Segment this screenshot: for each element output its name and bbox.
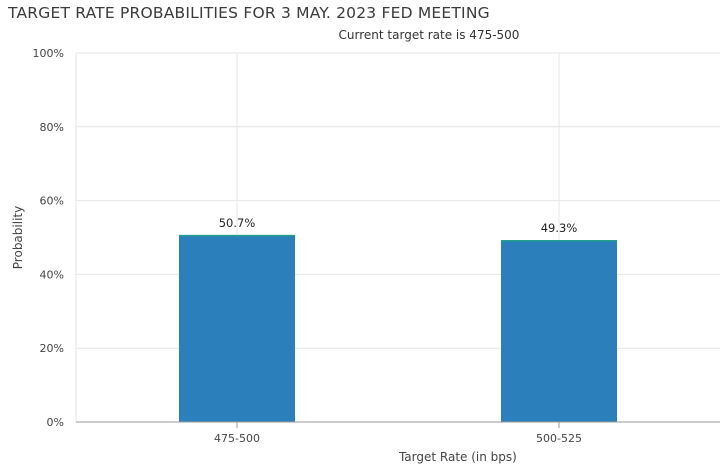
y-axis-ticks: 0% 20% 40% 60% 80% 100% bbox=[33, 47, 64, 429]
chart-subtitle: Current target rate is 475-500 bbox=[338, 28, 520, 42]
x-tick-label: 475-500 bbox=[214, 432, 260, 445]
bar-top-edge bbox=[179, 234, 295, 237]
y-tick-label: 60% bbox=[40, 195, 64, 208]
y-axis-title: Probability bbox=[11, 206, 25, 269]
bar-500-525 bbox=[501, 240, 617, 422]
y-tick-label: 100% bbox=[33, 47, 64, 60]
data-labels: 50.7% 49.3% bbox=[219, 216, 578, 235]
bars bbox=[179, 234, 617, 422]
y-tick-label: 20% bbox=[40, 342, 64, 355]
y-tick-label: 0% bbox=[47, 416, 64, 429]
y-tick-label: 40% bbox=[40, 268, 64, 281]
x-axis-title: Target Rate (in bps) bbox=[398, 450, 517, 464]
data-label-475-500: 50.7% bbox=[219, 216, 256, 230]
chart-title: TARGET RATE PROBABILITIES FOR 3 MAY. 202… bbox=[8, 4, 490, 22]
gridlines bbox=[75, 52, 720, 422]
y-tick-label: 80% bbox=[40, 121, 64, 134]
bar-top-edge bbox=[501, 240, 617, 242]
bar-475-500 bbox=[179, 234, 295, 422]
x-tick-label: 500-525 bbox=[536, 432, 582, 445]
x-axis-ticks: 475-500 500-525 bbox=[214, 422, 582, 445]
data-label-500-525: 49.3% bbox=[541, 221, 578, 235]
